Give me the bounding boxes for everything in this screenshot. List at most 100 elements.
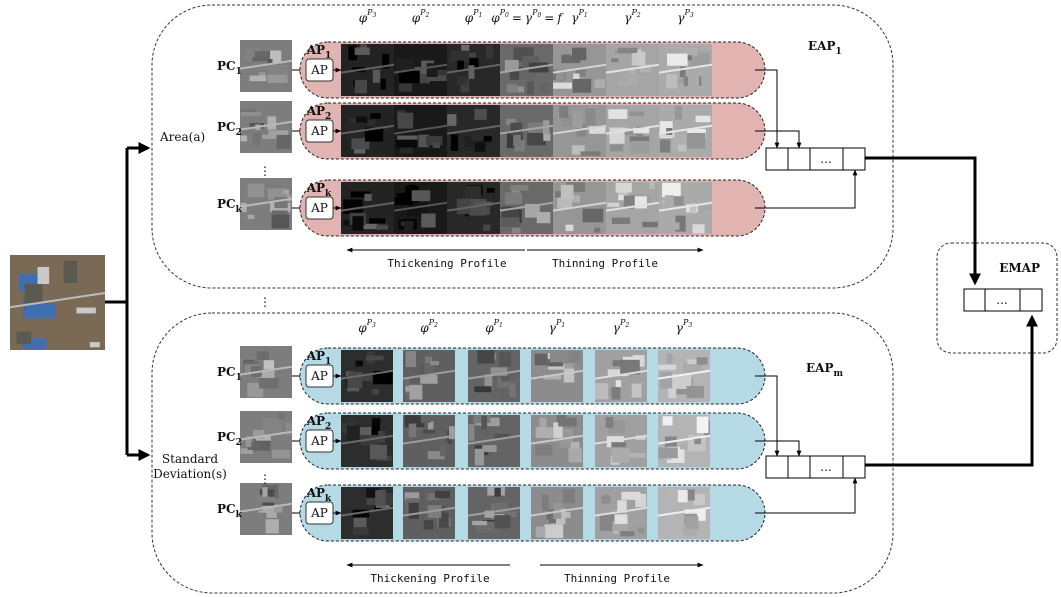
tile-feature — [482, 445, 496, 452]
vertical-ellipsis: ⋮ — [259, 164, 271, 178]
pc-label-base: PC — [217, 197, 236, 211]
profile-sub: 1 — [499, 322, 503, 329]
image-tile — [10, 255, 105, 350]
tile-feature — [680, 444, 687, 450]
ap-tag-sub: 2 — [325, 112, 331, 122]
tile-feature — [355, 47, 370, 54]
tile-feature — [396, 140, 417, 147]
tile-feature — [349, 118, 357, 124]
tile-feature — [572, 111, 581, 127]
profile-sub: 2 — [424, 12, 429, 19]
image-tile — [659, 182, 712, 234]
group-name: Standard — [162, 452, 218, 466]
tile-feature — [424, 520, 434, 529]
image-tile — [447, 182, 500, 234]
profile-label: φP1​ — [465, 8, 483, 25]
ap-box-label: AP — [310, 63, 328, 77]
thinning-label: Thinning Profile — [552, 257, 658, 270]
tile-feature — [486, 45, 493, 58]
tile-feature — [369, 48, 377, 52]
ap-tag-base: AP — [306, 181, 325, 195]
tile-feature — [474, 109, 486, 120]
tile-feature — [369, 218, 386, 223]
tile-feature — [348, 372, 363, 388]
tile-feature — [256, 497, 275, 503]
tile-feature — [675, 106, 682, 120]
tile-feature — [697, 357, 708, 364]
tile-feature — [638, 527, 645, 533]
tile-feature — [566, 225, 574, 231]
image-tile — [606, 44, 659, 96]
tile-feature — [494, 515, 510, 528]
tile-feature — [347, 425, 360, 441]
tile-feature — [594, 79, 605, 88]
tile-feature — [631, 141, 650, 154]
image-tile — [553, 105, 606, 157]
tile-feature — [398, 113, 414, 129]
tile-feature — [559, 106, 568, 118]
tile-feature — [550, 351, 569, 362]
tile-feature — [629, 112, 644, 116]
tile-feature — [352, 216, 363, 230]
tile-feature — [512, 228, 521, 234]
tile-feature — [666, 74, 677, 88]
eap-label-base: EAP — [806, 361, 833, 375]
tile-feature — [430, 361, 439, 365]
pc-label-base: PC — [217, 365, 236, 379]
tile-feature — [608, 109, 627, 119]
image-tile — [659, 105, 712, 157]
tile-feature — [427, 63, 438, 77]
tile-feature — [537, 212, 551, 223]
tile-feature — [687, 359, 697, 364]
profile-label: φP2​ — [412, 8, 430, 25]
profile-term: = — [512, 11, 522, 25]
image-tile — [553, 44, 606, 96]
tile-feature — [450, 51, 469, 62]
tile-feature — [607, 203, 619, 207]
tile-feature — [535, 445, 552, 456]
eap-label-base: EAP — [808, 39, 835, 53]
pc-label-base: PC — [217, 430, 236, 444]
profile-label: γP1​ — [549, 318, 565, 335]
tile-feature — [511, 123, 523, 135]
image-tile — [240, 346, 292, 398]
tile-feature — [481, 416, 487, 430]
eap-label: EAPm — [806, 361, 843, 379]
tile-feature — [536, 427, 553, 438]
tile-feature — [697, 510, 706, 521]
image-tile — [447, 44, 500, 96]
tile-feature — [610, 144, 623, 151]
tile-feature — [483, 225, 490, 231]
tile-feature — [16, 332, 31, 344]
tile-feature — [263, 418, 282, 434]
tile-feature — [535, 354, 548, 366]
image-tile — [394, 105, 447, 157]
tile-feature — [563, 489, 574, 503]
tile-feature — [457, 61, 464, 70]
image-tile — [531, 487, 583, 539]
tile-feature — [468, 424, 474, 441]
profile-term: f — [556, 11, 564, 25]
tile-feature — [692, 224, 704, 233]
ap-box-label: AP — [310, 434, 328, 448]
image-tile — [394, 44, 447, 96]
tile-feature — [372, 418, 380, 425]
ap-tag-base: AP — [306, 349, 325, 363]
concat-cell — [788, 456, 810, 478]
profile-label: φP2​ — [420, 318, 438, 335]
tile-feature — [409, 503, 419, 519]
tile-feature — [499, 352, 511, 367]
tile-feature — [250, 75, 267, 81]
tile-feature — [435, 491, 450, 498]
tile-feature — [472, 521, 487, 525]
image-tile — [658, 415, 710, 467]
profile-label: φP3​ — [359, 8, 377, 25]
eap-label-sub: m — [833, 369, 843, 379]
group-name: Deviation(s) — [153, 467, 227, 481]
ap-tag-sub: k — [325, 189, 332, 199]
profile-sub: 2 — [433, 322, 438, 329]
profile-term: = — [544, 11, 554, 25]
tile-feature — [421, 415, 431, 423]
image-tile — [341, 44, 394, 96]
tile-feature — [477, 350, 494, 363]
